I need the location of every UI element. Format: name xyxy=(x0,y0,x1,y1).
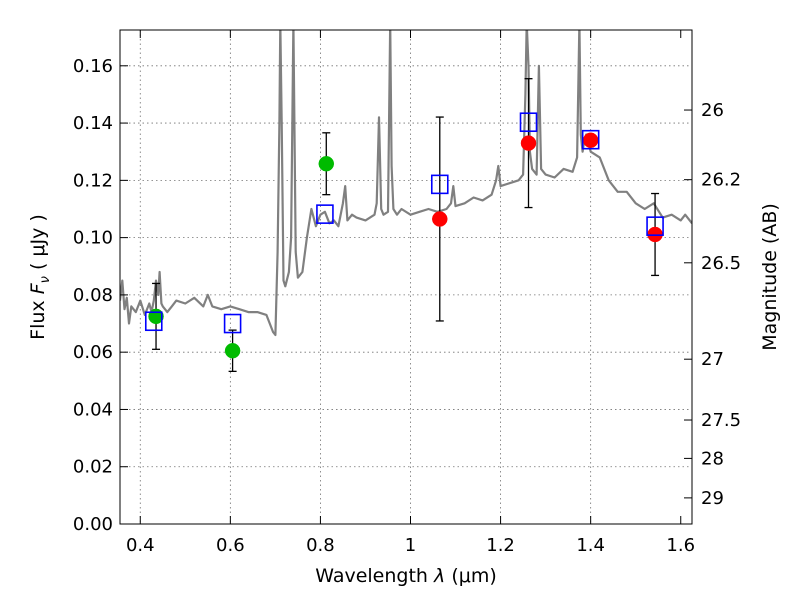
y-tick-label: 0.16 xyxy=(73,56,113,77)
mag-tick-label: 27.5 xyxy=(701,410,741,431)
model-point xyxy=(646,216,664,236)
y-tick-label: 0.14 xyxy=(73,113,113,134)
data-point xyxy=(224,342,241,359)
mag-tick-label: 28 xyxy=(701,448,724,469)
data-point xyxy=(520,135,537,151)
model-point xyxy=(316,204,334,224)
axis-ticks: 0.4 0.6 0.8 1 1.2 1.4 1.6 0.00 0.02 0.04 0.06 0.08 0… xyxy=(73,30,741,556)
x-tick-label: 0.8 xyxy=(306,535,335,556)
x-tick-label: 1.2 xyxy=(486,535,515,556)
model-point xyxy=(519,112,538,133)
data-point xyxy=(432,211,448,227)
mag-tick-label: 27 xyxy=(701,349,724,370)
y-tick-label: 0.08 xyxy=(73,285,113,306)
y-axis-label: Flux Fν ( μJy ) xyxy=(27,214,53,340)
model-spectrum xyxy=(120,30,692,337)
y-tick-label: 0.00 xyxy=(73,514,113,535)
x-tick-label: 0.4 xyxy=(126,535,155,556)
data-markers xyxy=(144,112,664,359)
mag-tick-label: 26 xyxy=(701,100,724,121)
model-point xyxy=(581,129,600,150)
x-tick-label: 0.6 xyxy=(216,535,245,556)
model-point xyxy=(430,174,449,195)
error-bars xyxy=(152,78,660,373)
model-spectrum-line xyxy=(120,30,692,337)
x-tick-label: 1.6 xyxy=(666,535,695,556)
y2-axis-label: Magnitude (AB) xyxy=(759,203,781,351)
y-tick-label: 0.02 xyxy=(73,457,113,478)
data-point xyxy=(582,132,599,149)
mag-tick-label: 26.2 xyxy=(701,170,741,191)
plot-frame xyxy=(119,29,693,525)
y-tick-label: 0.12 xyxy=(73,170,113,191)
mag-tick-label: 26.5 xyxy=(701,253,741,274)
model-point xyxy=(223,313,242,334)
y-tick-label: 0.10 xyxy=(73,228,113,249)
data-point xyxy=(318,155,335,172)
y-tick-label: 0.06 xyxy=(73,342,113,363)
x-tick-label: 1 xyxy=(405,535,416,556)
model-point xyxy=(144,311,163,332)
y-tick-label: 0.04 xyxy=(73,399,113,420)
mag-tick-label: 29 xyxy=(701,488,724,509)
x-tick-label: 1.4 xyxy=(576,535,605,556)
grid xyxy=(120,30,692,524)
x-axis-label: Wavelength λ (μm) xyxy=(315,565,496,587)
